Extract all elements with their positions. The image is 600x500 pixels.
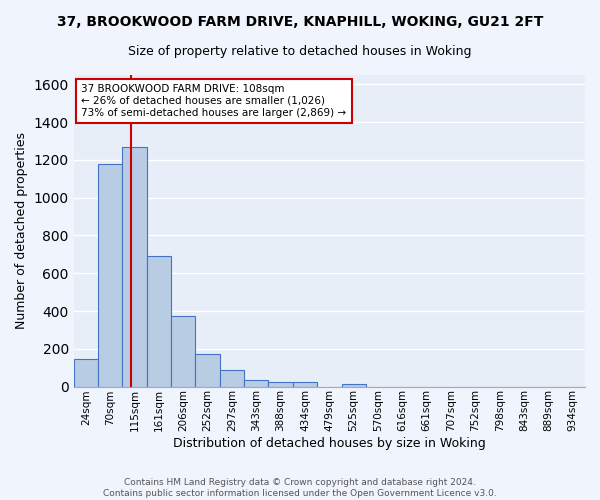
Bar	[293, 382, 317, 386]
Bar	[268, 382, 293, 386]
Bar	[220, 370, 244, 386]
Text: 37, BROOKWOOD FARM DRIVE, KNAPHILL, WOKING, GU21 2FT: 37, BROOKWOOD FARM DRIVE, KNAPHILL, WOKI…	[57, 15, 543, 29]
Bar	[147, 256, 171, 386]
Bar	[171, 316, 196, 386]
Bar	[196, 354, 220, 386]
Text: 37 BROOKWOOD FARM DRIVE: 108sqm
← 26% of detached houses are smaller (1,026)
73%: 37 BROOKWOOD FARM DRIVE: 108sqm ← 26% of…	[82, 84, 346, 117]
Bar	[122, 146, 147, 386]
Bar	[244, 380, 268, 386]
Bar	[98, 164, 122, 386]
Text: Contains HM Land Registry data © Crown copyright and database right 2024.
Contai: Contains HM Land Registry data © Crown c…	[103, 478, 497, 498]
Bar	[341, 384, 366, 386]
Bar	[74, 358, 98, 386]
Y-axis label: Number of detached properties: Number of detached properties	[15, 132, 28, 330]
Text: Size of property relative to detached houses in Woking: Size of property relative to detached ho…	[128, 45, 472, 58]
X-axis label: Distribution of detached houses by size in Woking: Distribution of detached houses by size …	[173, 437, 486, 450]
